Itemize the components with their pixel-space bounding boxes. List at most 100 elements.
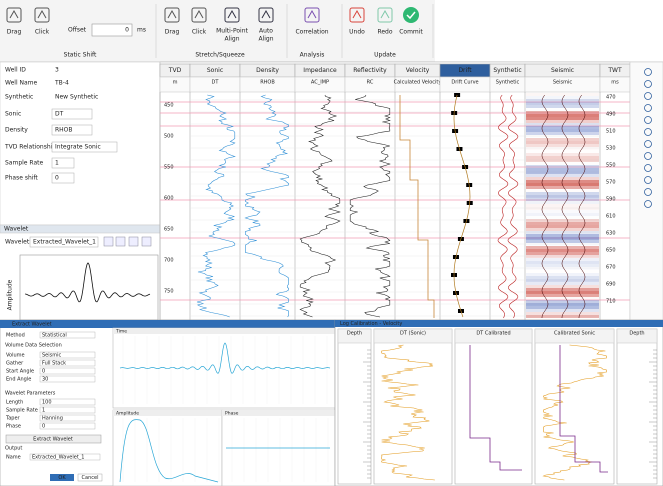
- commit-icon[interactable]: [403, 7, 419, 23]
- button-label[interactable]: Align: [258, 36, 273, 43]
- seismic-band: [526, 285, 599, 288]
- button-label[interactable]: Drag: [165, 29, 180, 36]
- seismic-band: [526, 288, 599, 291]
- view-tool[interactable]: [644, 92, 652, 100]
- form-input[interactable]: [39, 375, 96, 383]
- seismic-band: [526, 231, 599, 234]
- form-input[interactable]: [39, 367, 96, 375]
- seismic-band: [526, 132, 599, 135]
- property-input[interactable]: [51, 108, 93, 120]
- seismic-band: [526, 144, 599, 147]
- time-label: 570: [606, 180, 616, 186]
- ok-button[interactable]: [50, 474, 74, 481]
- tool-button[interactable]: [258, 7, 274, 23]
- property-input[interactable]: [51, 172, 75, 184]
- button-label[interactable]: Undo: [349, 29, 365, 36]
- group-label: Stretch/Squeeze: [195, 52, 245, 59]
- view-tool[interactable]: [644, 164, 652, 172]
- seismic-band: [526, 273, 599, 276]
- offset-input[interactable]: [91, 23, 133, 37]
- seismic-band: [526, 105, 599, 108]
- drift-marker: [454, 93, 461, 97]
- button-label[interactable]: Extract Wavelet: [33, 437, 73, 443]
- track-title: DT Calibrated: [476, 331, 510, 337]
- offset-value: 0: [125, 27, 129, 34]
- calibration-track: [454, 328, 533, 485]
- extract-button[interactable]: [5, 434, 102, 444]
- form-input[interactable]: [39, 422, 96, 430]
- button-label[interactable]: Multi-Point: [216, 28, 248, 35]
- wavelet-tool[interactable]: [115, 236, 126, 247]
- seismic-band: [526, 180, 599, 183]
- button-label[interactable]: Drag: [7, 29, 22, 36]
- button-label[interactable]: Cancel: [82, 475, 99, 481]
- property-value: Integrate Sonic: [55, 144, 101, 151]
- view-tool[interactable]: [644, 152, 652, 160]
- form-input[interactable]: [39, 414, 96, 422]
- form-input[interactable]: [39, 331, 96, 339]
- time-label: 530: [606, 146, 616, 152]
- property-input[interactable]: [51, 141, 118, 153]
- group-label: Static Shift: [64, 52, 97, 59]
- track-title: DT (Sonic): [400, 331, 426, 337]
- wavelet-select[interactable]: [29, 236, 99, 248]
- track-title: Velocity: [406, 67, 430, 74]
- seismic-band: [526, 153, 599, 156]
- view-tool[interactable]: [644, 80, 652, 88]
- tool-button[interactable]: [191, 7, 207, 23]
- form-input[interactable]: [39, 351, 96, 359]
- tool-button[interactable]: [34, 7, 50, 23]
- button-label[interactable]: Click: [192, 29, 207, 36]
- form-input[interactable]: [39, 359, 96, 367]
- depth-label: 550: [164, 165, 174, 171]
- tool-button[interactable]: [349, 7, 365, 23]
- cancel-button[interactable]: [77, 473, 103, 482]
- button-label[interactable]: Commit: [399, 29, 423, 36]
- view-tool[interactable]: [644, 200, 652, 208]
- tool-button[interactable]: [224, 7, 240, 23]
- property-input[interactable]: [51, 124, 93, 136]
- depth-label: 650: [164, 227, 174, 233]
- form-input[interactable]: [39, 406, 96, 414]
- property-input[interactable]: [51, 157, 75, 169]
- window-title: Extract Wavelet: [12, 322, 52, 328]
- view-tool[interactable]: [644, 188, 652, 196]
- tool-button-glyph: [37, 9, 47, 19]
- seismic-band: [526, 177, 599, 180]
- track-curve-name: DT: [212, 80, 220, 86]
- view-tool[interactable]: [644, 176, 652, 184]
- button-label[interactable]: Auto: [259, 28, 273, 35]
- wavelet-value: Extracted_Wavelet_1: [33, 239, 96, 246]
- button-label[interactable]: OK: [58, 475, 66, 481]
- seismic-band: [526, 258, 599, 261]
- seismic-trace: [541, 94, 549, 318]
- button-label[interactable]: Click: [35, 29, 50, 36]
- wavelet-tool[interactable]: [141, 236, 152, 247]
- wavelet-tool[interactable]: [103, 236, 114, 247]
- view-tool[interactable]: [644, 128, 652, 136]
- form-input[interactable]: [39, 398, 96, 406]
- view-tool[interactable]: [644, 68, 652, 76]
- tool-button[interactable]: [164, 7, 180, 23]
- seismic-band: [526, 162, 599, 165]
- drift-curve: [453, 94, 471, 318]
- view-tool[interactable]: [644, 116, 652, 124]
- time-wavelet: [119, 342, 331, 374]
- tool-button[interactable]: [6, 7, 22, 23]
- seismic-band: [526, 252, 599, 255]
- view-tool[interactable]: [644, 140, 652, 148]
- seismic-band: [526, 189, 599, 192]
- property-value: 1: [55, 160, 59, 167]
- seismic-band: [526, 159, 599, 162]
- wavelet-tool[interactable]: [128, 236, 139, 247]
- form-input[interactable]: [29, 453, 101, 461]
- tool-button[interactable]: [377, 7, 393, 23]
- button-label[interactable]: Align: [224, 36, 239, 43]
- seismic-band: [526, 114, 599, 117]
- tool-button[interactable]: [304, 7, 320, 23]
- button-label[interactable]: Correlation: [295, 29, 328, 36]
- seismic-trace: [578, 94, 586, 318]
- button-label[interactable]: Redo: [377, 29, 392, 36]
- view-tool[interactable]: [644, 104, 652, 112]
- seismic-band: [526, 303, 599, 306]
